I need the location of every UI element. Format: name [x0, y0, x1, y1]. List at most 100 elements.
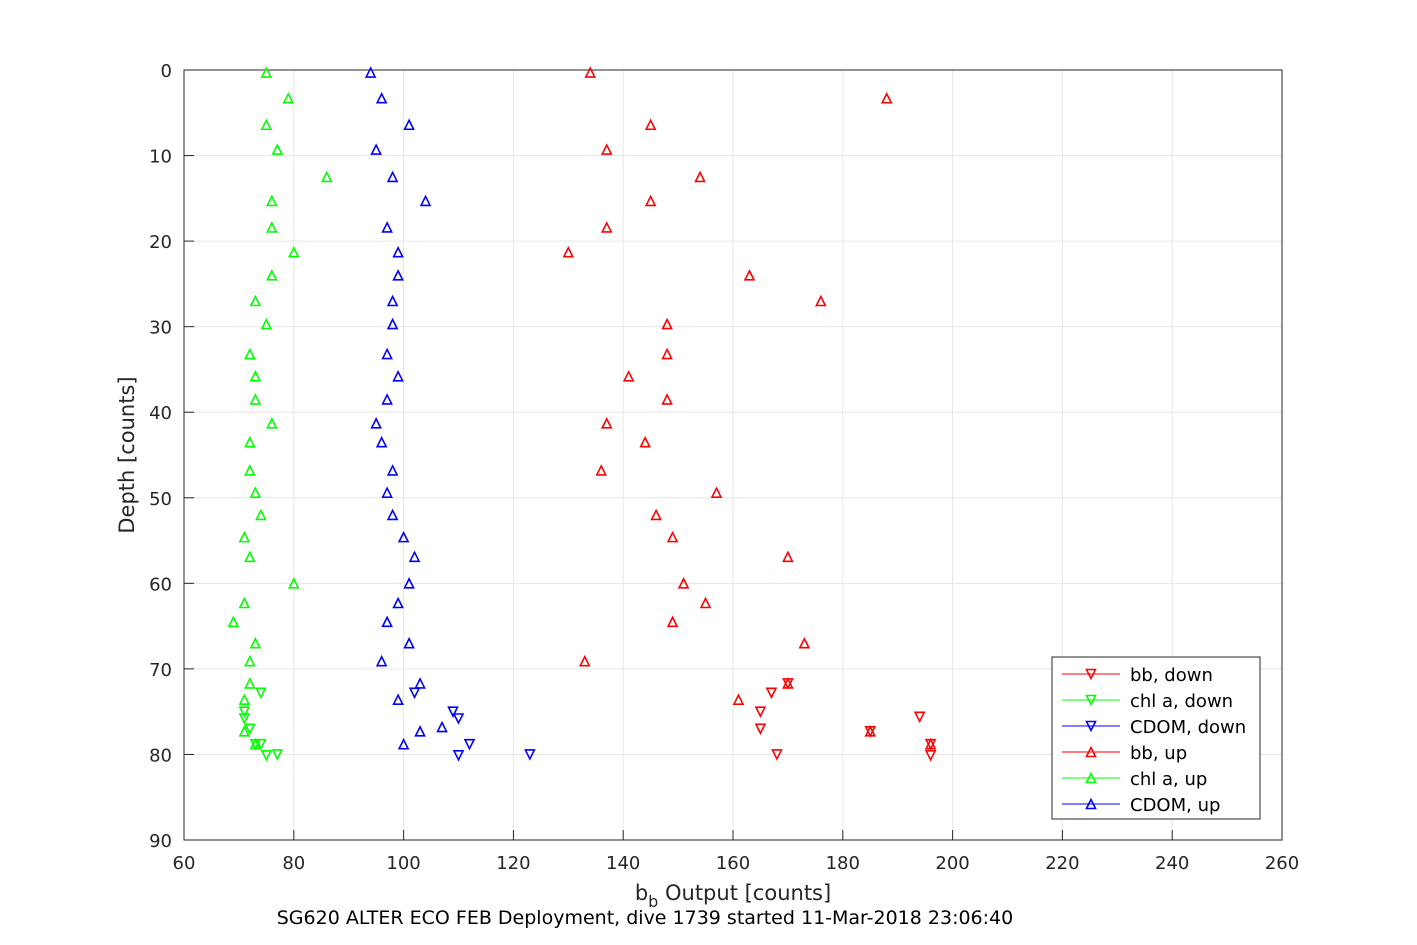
data-point: [249, 636, 262, 649]
data-point: [260, 66, 273, 78]
data-point: [666, 530, 679, 543]
legend-label: bb, up: [1130, 743, 1187, 764]
y-tick-label: 60: [149, 574, 172, 595]
data-point: [249, 294, 262, 307]
y-tick-label: 20: [149, 232, 172, 253]
data-point: [754, 706, 767, 718]
data-point: [732, 693, 745, 705]
data-point: [249, 486, 262, 498]
data-point: [386, 464, 399, 476]
data-point: [661, 393, 673, 405]
legend-box: [1051, 656, 1261, 820]
data-point: [414, 725, 426, 737]
legend-label: chl a, down: [1130, 691, 1233, 712]
data-point: [255, 687, 267, 700]
data-point: [403, 636, 415, 649]
data-point: [288, 577, 300, 589]
data-point: [381, 615, 393, 628]
legend-marker: [1085, 771, 1097, 784]
data-markers: [227, 66, 937, 762]
data-point: [244, 464, 256, 476]
x-tick-label: 60: [173, 853, 196, 874]
x-tick-label: 220: [1045, 853, 1079, 874]
data-point: [238, 530, 251, 543]
data-point: [397, 737, 410, 750]
data-point: [798, 636, 811, 649]
x-axis-label-rest: Output [counts]: [658, 881, 831, 905]
data-point: [238, 725, 251, 737]
data-point: [392, 245, 404, 258]
data-point: [397, 530, 410, 543]
data-point: [584, 66, 597, 78]
data-point: [244, 654, 256, 667]
data-point: [386, 170, 399, 183]
y-tick-label: 90: [149, 831, 172, 852]
data-point: [386, 294, 399, 307]
data-point: [392, 269, 404, 281]
data-point: [244, 723, 256, 736]
data-point: [782, 677, 794, 689]
data-point: [600, 143, 613, 155]
data-point: [578, 654, 591, 667]
data-point: [266, 269, 278, 281]
data-point: [249, 370, 262, 382]
data-point: [595, 464, 608, 476]
data-point: [661, 317, 673, 330]
data-point: [913, 711, 926, 724]
y-tick-label: 40: [149, 403, 172, 424]
legend-label: CDOM, down: [1130, 717, 1246, 738]
data-point: [244, 550, 256, 563]
data-point: [622, 370, 635, 382]
data-point: [699, 596, 712, 609]
x-axis-label-main: b: [635, 881, 648, 905]
legend-label: CDOM, up: [1130, 795, 1220, 816]
legend: bb, down chl a, down CDOM, down bb, up chl a…: [1051, 656, 1261, 820]
data-point: [282, 91, 295, 104]
data-point: [271, 143, 284, 155]
data-point: [238, 693, 251, 705]
data-point: [771, 749, 783, 761]
data-point: [260, 317, 273, 330]
data-point: [403, 577, 415, 589]
data-point: [386, 508, 399, 521]
x-tick-label: 200: [935, 853, 969, 874]
data-point: [288, 245, 300, 258]
data-point: [677, 577, 690, 589]
data-point: [392, 596, 404, 609]
legend-marker: [1085, 720, 1097, 733]
legend-marker: [1085, 745, 1097, 758]
legend-marker: [1085, 694, 1097, 707]
chart-caption: SG620 ALTER ECO FEB Deployment, dive 173…: [277, 907, 1013, 929]
x-axis-label-subscript: b: [648, 892, 658, 911]
data-point: [880, 91, 893, 104]
data-point: [463, 738, 476, 751]
data-point: [260, 749, 273, 762]
data-point: [392, 370, 404, 382]
data-point: [244, 347, 256, 360]
data-point: [364, 66, 377, 78]
data-point: [419, 194, 432, 207]
data-point: [370, 417, 382, 429]
x-tick-label: 180: [826, 853, 860, 874]
data-point: [249, 393, 262, 405]
x-tick-label: 120: [496, 853, 530, 874]
data-point: [266, 417, 278, 429]
data-point: [644, 194, 657, 207]
data-point: [562, 245, 575, 258]
y-tick-label: 80: [149, 745, 172, 766]
data-point: [266, 194, 278, 207]
data-point: [381, 393, 393, 405]
data-point: [260, 118, 273, 131]
data-point: [255, 738, 267, 751]
data-point: [381, 486, 393, 498]
data-point: [436, 720, 448, 733]
data-point: [408, 550, 421, 563]
data-point: [244, 677, 256, 689]
data-point: [650, 508, 662, 521]
x-tick-label: 260: [1265, 853, 1299, 874]
data-point: [924, 749, 937, 762]
legend-marker: [1085, 797, 1097, 810]
data-point: [249, 737, 262, 750]
data-point: [765, 687, 778, 700]
